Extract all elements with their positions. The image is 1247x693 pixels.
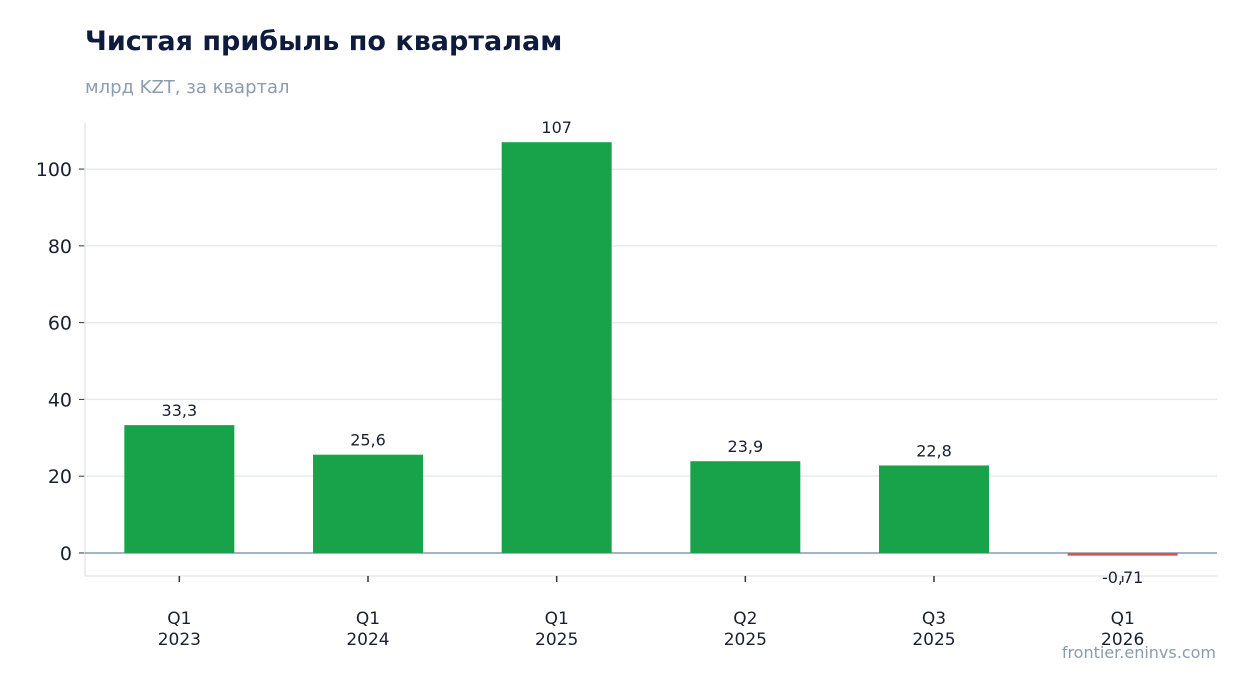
category-quarter-label: Q3: [922, 609, 946, 629]
bars: [124, 142, 1178, 556]
bar-value-label: 33,3: [162, 401, 198, 420]
data-labels: 33,3 25,6 107 23,9 22,8 -0,71: [162, 118, 1144, 587]
category-year-label: 2025: [535, 630, 578, 650]
source-watermark: frontier.eninvs.com: [1061, 643, 1216, 662]
bar-value-label: 23,9: [728, 437, 764, 456]
bar-value-label: 22,8: [916, 441, 952, 460]
y-tick-label: 80: [48, 236, 72, 258]
bar: [879, 465, 989, 553]
category-quarter-label: Q1: [1111, 609, 1135, 629]
y-tick-label: 60: [48, 313, 72, 335]
category-year-label: 2023: [158, 630, 201, 650]
category-year-label: 2025: [912, 630, 955, 650]
category-quarter-label: Q1: [167, 609, 191, 629]
category-year-label: 2026: [1101, 630, 1144, 650]
bar: [690, 461, 801, 553]
bar: [1067, 552, 1178, 556]
category-quarter-label: Q1: [545, 609, 569, 629]
y-tick-label: 100: [36, 159, 72, 181]
category-year-label: 2024: [346, 630, 389, 650]
bar-value-label: -0,71: [1102, 568, 1143, 587]
bar-value-label: 25,6: [350, 431, 386, 450]
category-quarter-label: Q2: [733, 609, 757, 629]
y-tick-label: 0: [60, 543, 72, 565]
chart-title: Чистая прибыль по кварталам: [85, 26, 563, 57]
chart-subtitle: млрд KZT, за квартал: [85, 77, 290, 98]
category-year-label: 2025: [724, 630, 767, 650]
axes: 0 20 40 60 80 100: [36, 123, 1217, 582]
bar: [313, 454, 423, 553]
y-tick-label: 40: [48, 389, 72, 411]
gridlines: [85, 168, 1217, 477]
bar: [124, 425, 235, 553]
bar: [501, 142, 612, 553]
category-quarter-label: Q1: [356, 609, 380, 629]
bar-value-label: 107: [541, 118, 572, 137]
y-tick-label: 20: [48, 466, 72, 488]
